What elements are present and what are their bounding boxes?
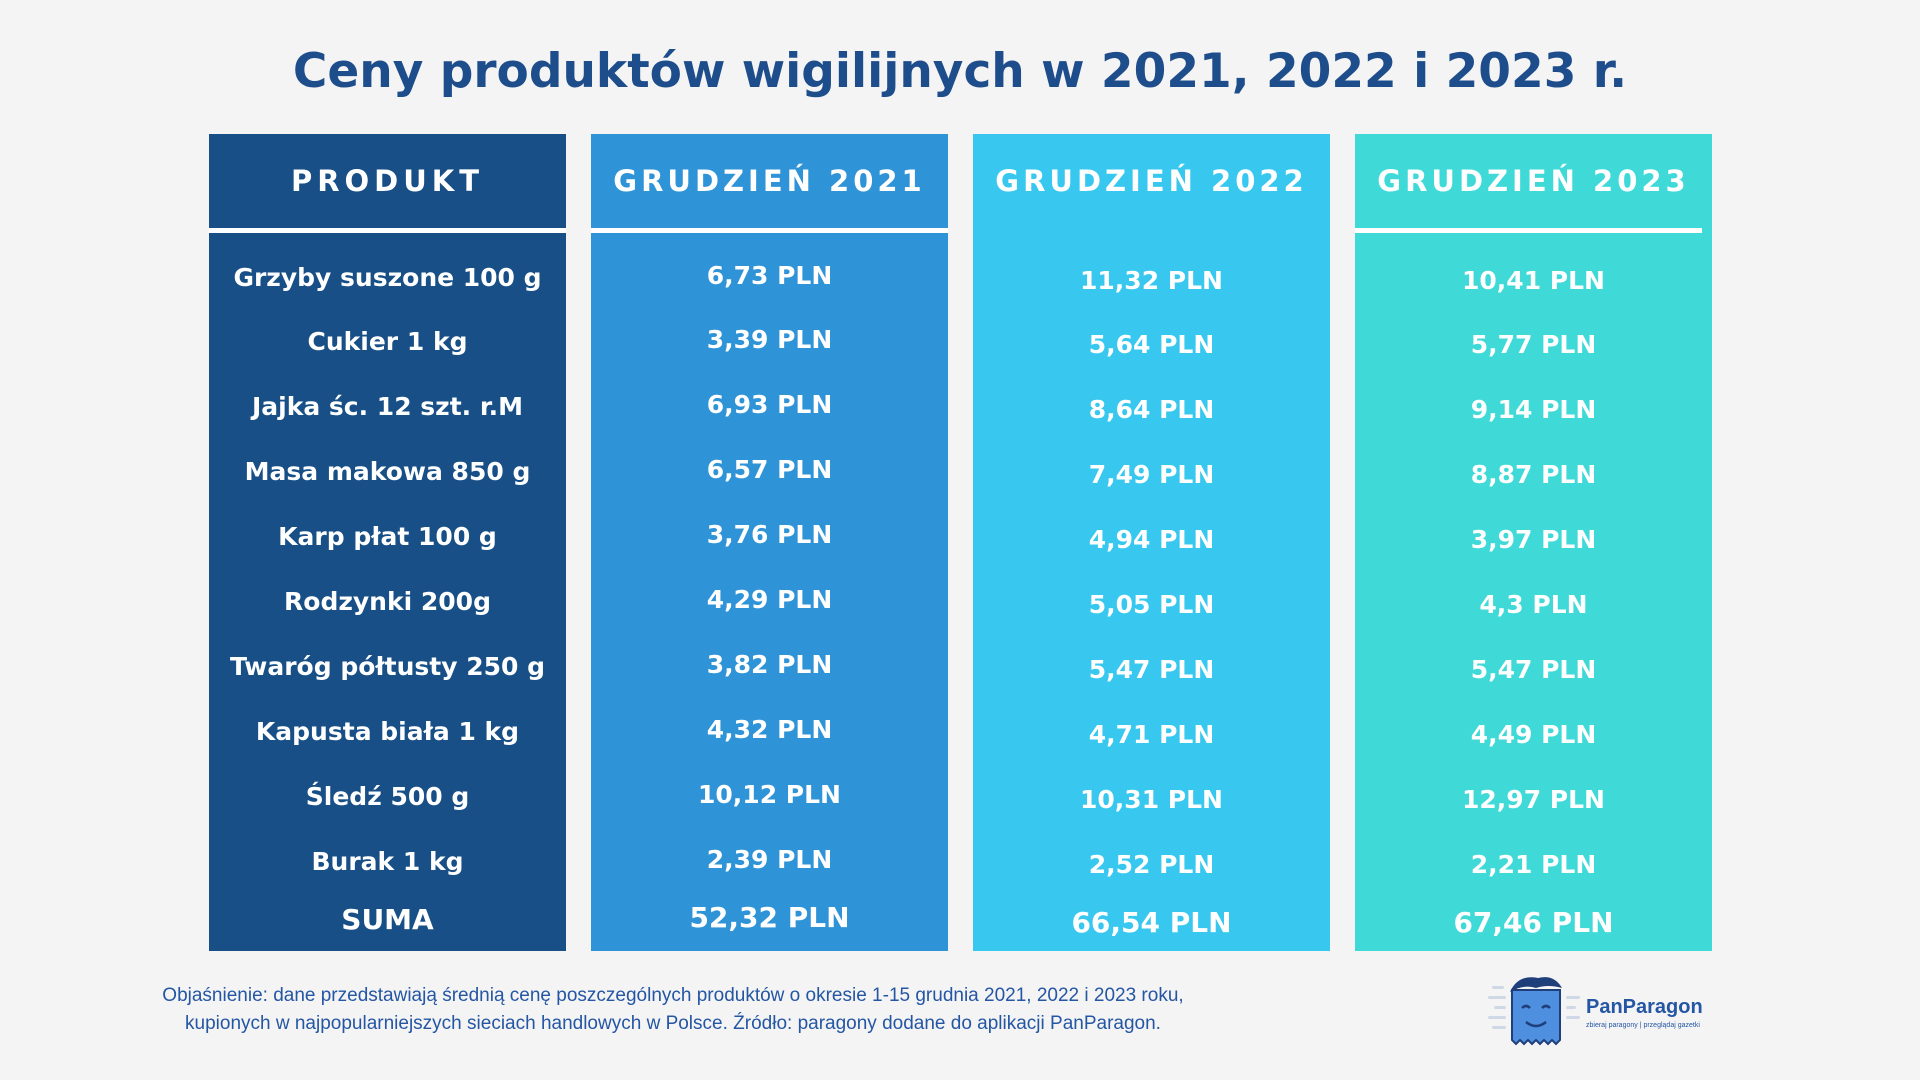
footnote-line-2: kupionych w najpopularniejszych sieciach… [185, 1013, 1161, 1034]
table-cell-price-2023: 12,97 PLN [1462, 785, 1605, 814]
header-divider [591, 228, 948, 233]
table-cell-price-2021: 4,29 PLN [706, 585, 833, 614]
table-cell-price-2021: 10,12 PLN [698, 780, 841, 809]
table-cell-price-2022: 11,32 PLN [1080, 266, 1223, 295]
table-sum-price-2021: 52,32 PLN [689, 901, 850, 934]
table-cell-price-2023: 10,41 PLN [1462, 266, 1605, 295]
logo-tagline: zbieraj paragony | przeglądaj gazetki [1586, 1022, 1700, 1029]
table-sum-product-name: SUMA [341, 903, 434, 936]
table-cell-price-2022: 5,64 PLN [1088, 330, 1215, 359]
panparagon-logo: PanParagon zbieraj paragony | przeglądaj… [1488, 972, 1728, 1052]
table-cell-price-2022: 2,52 PLN [1088, 850, 1215, 879]
table-cell-price-2022: 4,94 PLN [1088, 525, 1215, 554]
price-column-2022: GRUDZIEŃ 2022 11,32 PLN 5,64 PLN 8,64 PLN 7… [973, 134, 1330, 951]
price-column-2021: GRUDZIEŃ 2021 6,73 PLN 3,39 PLN 6,93 PLN 6,… [591, 134, 948, 951]
table-cell-price-2021: 2,39 PLN [706, 845, 833, 874]
table-cell-price-2023: 3,97 PLN [1470, 525, 1597, 554]
table-cell-price-2023: 5,47 PLN [1470, 655, 1597, 684]
table-cell-price-2021: 3,76 PLN [706, 520, 833, 549]
footnote-line-1: Objaśnienie: dane przedstawiają średnią … [162, 985, 1184, 1006]
table-cell-price-2022: 8,64 PLN [1088, 395, 1215, 424]
header-divider [1355, 228, 1702, 233]
column-header-product: PRODUKT [290, 164, 485, 198]
column-header-2021: GRUDZIEŃ 2021 [613, 164, 926, 198]
table-cell-product-name: Burak 1 kg [311, 847, 464, 876]
page-title: Ceny produktów wigilijnych w 2021, 2022 … [292, 44, 1628, 99]
table-cell-price-2021: 6,93 PLN [706, 390, 833, 419]
price-column-2023: GRUDZIEŃ 2023 10,41 PLN 5,77 PLN 9,14 PLN 8… [1355, 134, 1712, 951]
table-cell-product-name: Karp płat 100 g [278, 522, 497, 551]
table-cell-product-name: Masa makowa 850 g [244, 457, 531, 486]
table-cell-price-2022: 10,31 PLN [1080, 785, 1223, 814]
table-cell-price-2023: 8,87 PLN [1470, 460, 1597, 489]
table-cell-price-2023: 5,77 PLN [1470, 330, 1597, 359]
table-cell-price-2021: 3,39 PLN [706, 325, 833, 354]
product-column: PRODUKT Grzyby suszone 100 g Cukier 1 kg J… [209, 134, 566, 951]
table-cell-price-2021: 3,82 PLN [706, 650, 833, 679]
table-cell-price-2022: 5,47 PLN [1088, 655, 1215, 684]
table-cell-product-name: Cukier 1 kg [307, 327, 468, 356]
receipt-mascot-icon [1488, 977, 1580, 1046]
table-cell-price-2023: 9,14 PLN [1470, 395, 1597, 424]
header-divider [209, 228, 566, 233]
table-cell-price-2021: 6,73 PLN [706, 261, 833, 290]
table-cell-price-2022: 5,05 PLN [1088, 590, 1215, 619]
table-cell-product-name: Kapusta biała 1 kg [255, 717, 520, 746]
table-cell-price-2023: 2,21 PLN [1470, 850, 1597, 879]
logo-name: PanParagon [1586, 996, 1703, 1018]
table-cell-price-2022: 7,49 PLN [1088, 460, 1215, 489]
table-sum-price-2023: 67,46 PLN [1453, 906, 1614, 939]
table-cell-price-2021: 4,32 PLN [706, 715, 833, 744]
table-cell-product-name: Twaróg półtusty 250 g [229, 652, 546, 681]
table-cell-price-2023: 4,49 PLN [1470, 720, 1597, 749]
footnote: Objaśnienie: dane przedstawiają średnią … [108, 982, 1238, 1038]
table-cell-product-name: Rodzynki 200g [284, 587, 491, 616]
table-cell-price-2023: 4,3 PLN [1479, 590, 1588, 619]
table-sum-price-2022: 66,54 PLN [1071, 906, 1232, 939]
table-cell-price-2022: 4,71 PLN [1088, 720, 1215, 749]
table-cell-product-name: Grzyby suszone 100 g [233, 263, 542, 292]
table-cell-price-2021: 6,57 PLN [706, 455, 833, 484]
table-cell-product-name: Jajka śc. 12 szt. r.M [251, 392, 524, 421]
table-cell-product-name: Śledź 500 g [305, 782, 470, 811]
column-header-2022: GRUDZIEŃ 2022 [995, 164, 1308, 198]
column-header-2023: GRUDZIEŃ 2023 [1377, 164, 1690, 198]
